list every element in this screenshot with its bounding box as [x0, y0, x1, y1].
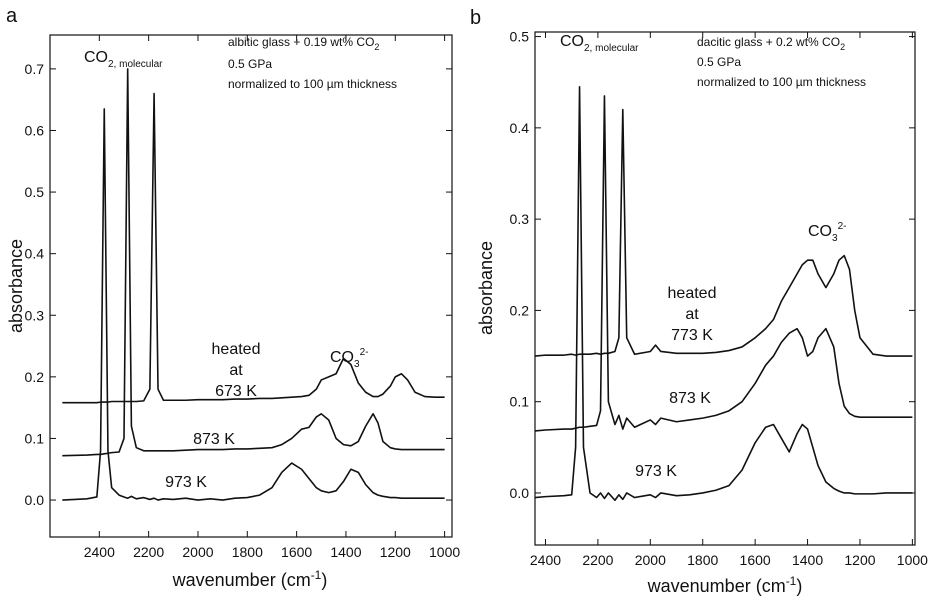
- xlabel-tail: ): [796, 576, 802, 596]
- y-tick-label: 0.0: [25, 492, 45, 508]
- annotation: heated: [212, 341, 261, 358]
- xlabel-tail: ): [321, 570, 327, 590]
- note: 0.5 GPa: [228, 57, 272, 71]
- series-label: 973 K: [165, 474, 207, 491]
- x-tick-label: 2200: [133, 544, 164, 560]
- note: normalized to 100 µm thickness: [697, 75, 866, 89]
- sample-main: dacitic glass + 0.2 wt% CO: [697, 35, 840, 49]
- y-tick-label: 0.5: [510, 29, 530, 45]
- xlabel-sup: -1: [311, 568, 322, 582]
- carbonate-label: CO32-: [808, 221, 846, 244]
- spectrum-line: [62, 108, 445, 501]
- sample-main: albitic glass + 0.19 wt% CO: [228, 35, 374, 49]
- carb-main: CO: [808, 223, 832, 240]
- x-axis-label: wavenumber (cm-1): [172, 568, 328, 590]
- peak-label-sub: 2, molecular: [108, 59, 163, 70]
- y-tick-label: 0.0: [510, 485, 530, 501]
- x-tick-label: 1200: [844, 552, 875, 568]
- y-tick-label: 0.2: [25, 369, 45, 385]
- peak-label: CO2, molecular: [560, 33, 639, 54]
- x-tick-label: 1200: [380, 544, 411, 560]
- spectrum-line: [62, 68, 445, 457]
- x-tick-label: 2000: [182, 544, 213, 560]
- sample-label: dacitic glass + 0.2 wt% CO2: [697, 35, 845, 52]
- x-axis-label: wavenumber (cm-1): [647, 574, 803, 596]
- y-tick-label: 0.4: [25, 246, 45, 262]
- carb-sup: 2-: [838, 221, 847, 232]
- y-tick-label: 0.5: [25, 184, 45, 200]
- annotation: heated: [668, 285, 717, 302]
- sample-sub: 2: [374, 42, 379, 52]
- panel-label: b: [470, 7, 481, 29]
- plot-frame: [534, 31, 916, 546]
- x-tick-label: 1400: [330, 544, 361, 560]
- y-axis-label: absorbance: [6, 239, 26, 333]
- x-tick-label: 1800: [687, 552, 718, 568]
- x-tick-label: 2000: [635, 552, 666, 568]
- series-label: 773 K: [671, 327, 713, 344]
- series-label: 873 K: [193, 431, 235, 448]
- x-tick-label: 2400: [84, 544, 115, 560]
- spectrum-line: [62, 92, 445, 404]
- carb-sub: 3: [832, 233, 838, 244]
- spectrum-line: [534, 95, 913, 432]
- x-tick-label: 1000: [897, 552, 928, 568]
- x-tick-label: 1400: [792, 552, 823, 568]
- y-tick-label: 0.4: [510, 120, 530, 136]
- x-tick-label: 1600: [740, 552, 771, 568]
- panel-label: a: [6, 5, 18, 27]
- spectrum-line: [534, 85, 913, 502]
- xlabel-sup: -1: [786, 574, 797, 588]
- carbonate-label: CO32-: [330, 347, 368, 370]
- peak-label-main: CO: [560, 33, 584, 50]
- xlabel-main: wavenumber (cm: [647, 576, 786, 596]
- peak-label-main: CO: [84, 49, 108, 66]
- x-tick-label: 1800: [232, 544, 263, 560]
- xlabel-main: wavenumber (cm: [172, 570, 311, 590]
- y-axis-label: absorbance: [476, 241, 496, 335]
- x-tick-label: 1600: [281, 544, 312, 560]
- annotation: at: [229, 362, 243, 379]
- sample-sub: 2: [840, 42, 845, 52]
- note: 0.5 GPa: [697, 55, 741, 69]
- y-tick-label: 0.2: [510, 302, 530, 318]
- y-tick-label: 0.6: [25, 122, 45, 138]
- spectrum-line: [534, 108, 913, 357]
- y-tick-label: 0.1: [25, 430, 45, 446]
- plot-frame: [49, 34, 453, 538]
- series-label: 873 K: [669, 390, 711, 407]
- x-tick-label: 1000: [429, 544, 460, 560]
- note: normalized to 100 µm thickness: [228, 77, 397, 91]
- x-tick-label: 2400: [530, 552, 561, 568]
- peak-label: CO2, molecular: [84, 49, 163, 70]
- x-tick-label: 2200: [582, 552, 613, 568]
- y-tick-label: 0.3: [510, 211, 530, 227]
- carb-sub: 3: [354, 359, 360, 370]
- carb-sup: 2-: [360, 347, 369, 358]
- series-label: 973 K: [635, 463, 677, 480]
- annotation: at: [685, 306, 699, 323]
- y-tick-label: 0.7: [25, 61, 45, 77]
- series-label: 673 K: [215, 383, 257, 400]
- peak-label-sub: 2, molecular: [584, 43, 639, 54]
- y-tick-label: 0.3: [25, 307, 45, 323]
- y-tick-label: 0.1: [510, 394, 530, 410]
- sample-label: albitic glass + 0.19 wt% CO2: [228, 35, 379, 52]
